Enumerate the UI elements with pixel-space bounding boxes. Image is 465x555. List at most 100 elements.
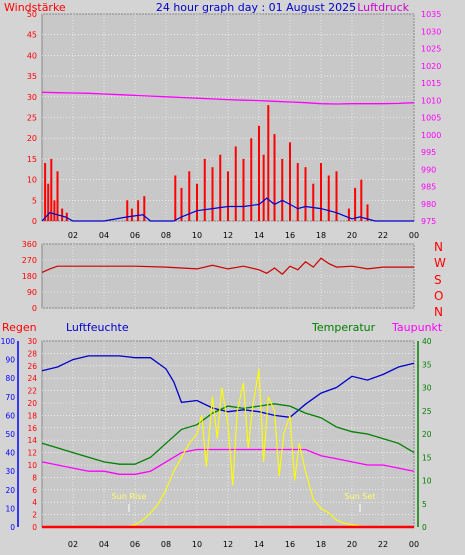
y-tick-rain-0: 0	[32, 523, 37, 532]
series-layer	[41, 91, 415, 529]
y-tick-humidity-70: 70	[5, 393, 15, 402]
y-tick-rain-6: 6	[32, 486, 37, 495]
y-tick-dir-90: 90	[27, 288, 37, 297]
y-tick-rain-16: 16	[27, 424, 37, 433]
direction-label-s: S	[434, 273, 442, 287]
x-tick-bottom-04: 04	[99, 540, 109, 549]
y-tick-wind-45: 45	[27, 31, 37, 40]
direction-label-n-bottom: N	[434, 305, 443, 319]
axis-layer: 0202040406060808101012121414161618182020…	[1, 10, 442, 549]
y-tick-temp-15: 15	[422, 453, 432, 462]
header-title: 24 hour graph day : 01 August 2025	[156, 1, 356, 14]
y-tick-pressure-985: 985	[421, 183, 436, 192]
direction-label-w: W	[434, 256, 446, 270]
y-tick-humidity-20: 20	[5, 486, 15, 495]
series-windst-rke-mittel-	[41, 197, 414, 222]
y-tick-wind-20: 20	[27, 134, 37, 143]
y-tick-rain-4: 4	[32, 498, 37, 507]
y-tick-rain-2: 2	[32, 511, 37, 520]
y-tick-pressure-1035: 1035	[421, 10, 441, 19]
y-tick-rain-12: 12	[27, 449, 37, 458]
x-tick-wind-02: 02	[68, 231, 78, 240]
y-tick-pressure-990: 990	[421, 165, 436, 174]
y-tick-wind-5: 5	[32, 196, 37, 205]
y-tick-humidity-100: 100	[1, 337, 16, 346]
y-tick-humidity-10: 10	[5, 504, 15, 513]
x-tick-bottom-10: 10	[192, 540, 202, 549]
y-tick-wind-30: 30	[27, 93, 37, 102]
y-tick-humidity-30: 30	[5, 467, 15, 476]
x-tick-bottom-12: 12	[223, 540, 233, 549]
x-tick-wind-10: 10	[192, 231, 202, 240]
y-tick-rain-8: 8	[32, 473, 37, 482]
y-tick-rain-30: 30	[27, 337, 37, 346]
series-solar	[42, 368, 414, 528]
y-tick-humidity-50: 50	[5, 430, 15, 439]
y-tick-wind-40: 40	[27, 51, 37, 60]
y-tick-pressure-1005: 1005	[421, 114, 441, 123]
legend-regen: Regen	[2, 321, 37, 334]
x-tick-wind-22: 22	[378, 231, 388, 240]
grid-layer	[42, 13, 415, 528]
y-tick-temp-5: 5	[422, 500, 427, 509]
y-tick-temp-40: 40	[422, 337, 432, 346]
y-tick-wind-10: 10	[27, 176, 37, 185]
x-tick-wind-06: 06	[130, 231, 140, 240]
y-tick-temp-20: 20	[422, 430, 432, 439]
y-tick-dir-180: 180	[22, 272, 37, 281]
y-tick-humidity-0: 0	[10, 523, 15, 532]
y-tick-temp-25: 25	[422, 407, 432, 416]
y-tick-wind-15: 15	[27, 155, 37, 164]
y-tick-dir-0: 0	[32, 304, 37, 313]
y-tick-rain-18: 18	[27, 411, 37, 420]
y-tick-pressure-1010: 1010	[421, 96, 441, 105]
x-tick-wind-18: 18	[316, 231, 326, 240]
y-tick-temp-30: 30	[422, 384, 432, 393]
x-tick-bottom-20: 20	[347, 540, 357, 549]
y-tick-wind-50: 50	[27, 10, 37, 19]
y-tick-temp-10: 10	[422, 477, 432, 486]
x-tick-bottom-18: 18	[316, 540, 326, 549]
y-tick-rain-26: 26	[27, 362, 37, 371]
series-temperatur	[41, 403, 415, 465]
y-tick-humidity-60: 60	[5, 411, 15, 420]
direction-label-o: O	[434, 289, 443, 303]
y-tick-temp-0: 0	[422, 523, 427, 532]
x-tick-wind-04: 04	[99, 231, 109, 240]
y-tick-pressure-1020: 1020	[421, 62, 441, 71]
y-tick-pressure-1015: 1015	[421, 79, 441, 88]
x-tick-wind-08: 08	[161, 231, 171, 240]
header-right-label: Luftdruck	[357, 1, 409, 14]
x-tick-bottom-22: 22	[378, 540, 388, 549]
sunrise-label: Sun Rise	[112, 492, 147, 501]
series-luftdruck	[41, 91, 415, 105]
y-tick-wind-0: 0	[32, 217, 37, 226]
y-tick-pressure-1025: 1025	[421, 45, 441, 54]
y-tick-pressure-980: 980	[421, 200, 436, 209]
x-tick-wind-00: 00	[409, 231, 419, 240]
x-tick-bottom-14: 14	[254, 540, 264, 549]
y-tick-pressure-995: 995	[421, 148, 436, 157]
y-tick-wind-25: 25	[27, 114, 37, 123]
x-tick-bottom-08: 08	[161, 540, 171, 549]
header-left-label: Windstärke	[4, 1, 66, 14]
y-tick-pressure-1030: 1030	[421, 27, 441, 36]
y-tick-temp-35: 35	[422, 360, 432, 369]
y-tick-humidity-90: 90	[5, 356, 15, 365]
legend-luftfeuchte: Luftfeuchte	[66, 321, 129, 334]
direction-label-n-top: N	[434, 240, 443, 254]
y-tick-rain-22: 22	[27, 387, 37, 396]
x-tick-bottom-00: 00	[409, 540, 419, 549]
y-tick-rain-10: 10	[27, 461, 37, 470]
legend-taupunkt: Taupunkt	[391, 321, 443, 334]
x-tick-wind-12: 12	[223, 231, 233, 240]
y-tick-humidity-40: 40	[5, 449, 15, 458]
x-tick-bottom-06: 06	[130, 540, 140, 549]
series-windrichtung	[41, 257, 414, 276]
y-tick-wind-35: 35	[27, 72, 37, 81]
y-tick-rain-20: 20	[27, 399, 37, 408]
series-taupunkt	[41, 448, 415, 475]
y-tick-pressure-1000: 1000	[421, 131, 441, 140]
y-tick-dir-270: 270	[22, 256, 37, 265]
